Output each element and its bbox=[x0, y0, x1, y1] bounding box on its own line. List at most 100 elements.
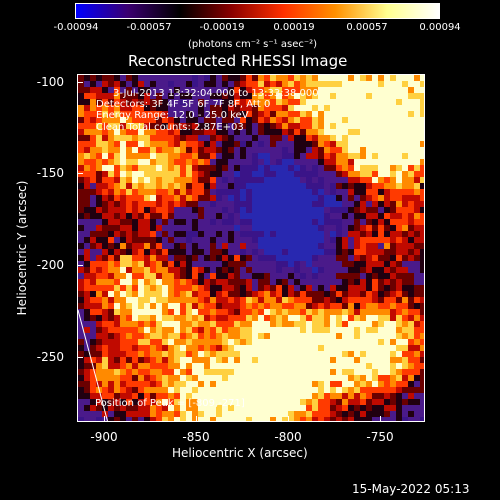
map-pixel bbox=[354, 309, 361, 316]
map-pixel bbox=[258, 129, 265, 136]
map-pixel bbox=[102, 285, 109, 292]
map-pixel bbox=[198, 225, 205, 232]
map-pixel bbox=[390, 129, 397, 136]
map-pixel bbox=[108, 327, 115, 334]
map-pixel bbox=[402, 387, 409, 394]
map-pixel bbox=[96, 231, 103, 238]
map-pixel bbox=[84, 225, 91, 232]
map-pixel bbox=[78, 387, 85, 394]
map-pixel bbox=[234, 135, 241, 142]
map-pixel bbox=[204, 147, 211, 154]
map-pixel bbox=[168, 165, 175, 172]
map-pixel bbox=[348, 333, 355, 340]
map-pixel bbox=[102, 369, 109, 376]
map-pixel bbox=[366, 195, 373, 202]
map-pixel bbox=[84, 243, 91, 250]
map-pixel bbox=[168, 297, 175, 304]
map-pixel bbox=[324, 213, 331, 220]
map-pixel bbox=[144, 93, 151, 100]
map-pixel bbox=[120, 285, 127, 292]
map-pixel bbox=[300, 285, 307, 292]
map-pixel bbox=[276, 393, 283, 400]
map-pixel bbox=[144, 333, 151, 340]
map-pixel bbox=[228, 231, 235, 238]
map-pixel bbox=[192, 303, 199, 310]
map-pixel bbox=[312, 231, 319, 238]
map-pixel bbox=[108, 213, 115, 220]
map-pixel bbox=[102, 363, 109, 370]
map-pixel bbox=[360, 147, 367, 154]
map-pixel bbox=[222, 105, 229, 112]
map-pixel bbox=[384, 279, 391, 286]
map-pixel bbox=[126, 183, 133, 190]
map-pixel bbox=[420, 375, 424, 382]
map-pixel bbox=[354, 279, 361, 286]
map-pixel bbox=[114, 285, 121, 292]
map-pixel bbox=[126, 195, 133, 202]
map-pixel bbox=[312, 291, 319, 298]
map-pixel bbox=[102, 315, 109, 322]
map-pixel bbox=[90, 291, 97, 298]
map-pixel bbox=[114, 219, 121, 226]
map-pixel bbox=[240, 285, 247, 292]
map-pixel bbox=[90, 303, 97, 310]
map-pixel bbox=[270, 255, 277, 262]
map-pixel bbox=[306, 381, 313, 388]
map-pixel bbox=[264, 123, 271, 130]
map-pixel bbox=[234, 75, 241, 82]
map-pixel bbox=[78, 243, 85, 250]
map-pixel bbox=[408, 231, 415, 238]
map-pixel bbox=[312, 123, 319, 130]
map-pixel bbox=[300, 273, 307, 280]
map-pixel bbox=[330, 411, 337, 418]
map-pixel bbox=[312, 117, 319, 124]
map-pixel bbox=[246, 345, 253, 352]
map-pixel bbox=[330, 285, 337, 292]
map-pixel bbox=[384, 273, 391, 280]
map-pixel bbox=[372, 141, 379, 148]
map-pixel bbox=[414, 393, 421, 400]
map-pixel bbox=[210, 417, 217, 421]
map-pixel bbox=[276, 111, 283, 118]
map-pixel bbox=[372, 111, 379, 118]
map-pixel bbox=[162, 81, 169, 88]
map-pixel bbox=[126, 159, 133, 166]
map-pixel bbox=[252, 267, 259, 274]
map-pixel bbox=[234, 393, 241, 400]
map-pixel bbox=[384, 405, 391, 412]
map-pixel bbox=[312, 219, 319, 226]
map-pixel bbox=[150, 177, 157, 184]
map-pixel bbox=[132, 375, 139, 382]
map-pixel bbox=[174, 231, 181, 238]
map-pixel bbox=[198, 399, 205, 406]
map-pixel bbox=[204, 351, 211, 358]
map-pixel bbox=[300, 279, 307, 286]
map-pixel bbox=[108, 321, 115, 328]
map-pixel bbox=[312, 405, 319, 412]
map-pixel bbox=[240, 117, 247, 124]
map-pixel bbox=[216, 345, 223, 352]
map-pixel bbox=[414, 177, 421, 184]
map-pixel bbox=[132, 291, 139, 298]
map-pixel bbox=[156, 321, 163, 328]
map-pixel bbox=[198, 219, 205, 226]
map-pixel bbox=[276, 285, 283, 292]
map-pixel bbox=[276, 237, 283, 244]
map-pixel bbox=[120, 345, 127, 352]
map-pixel bbox=[288, 393, 295, 400]
map-pixel bbox=[306, 363, 313, 370]
map-pixel bbox=[348, 363, 355, 370]
map-pixel bbox=[90, 219, 97, 226]
map-pixel bbox=[342, 291, 349, 298]
map-pixel bbox=[414, 387, 421, 394]
map-pixel bbox=[132, 237, 139, 244]
map-pixel bbox=[300, 81, 307, 88]
map-pixel bbox=[336, 75, 343, 82]
map-pixel bbox=[132, 177, 139, 184]
map-pixel bbox=[366, 315, 373, 322]
map-pixel bbox=[174, 315, 181, 322]
map-pixel bbox=[198, 309, 205, 316]
map-pixel bbox=[186, 201, 193, 208]
map-pixel bbox=[264, 201, 271, 208]
map-pixel bbox=[132, 399, 139, 406]
